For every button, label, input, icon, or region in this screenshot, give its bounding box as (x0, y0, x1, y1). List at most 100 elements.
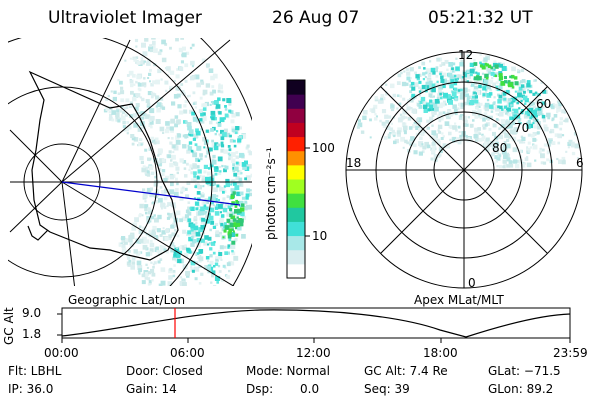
emission-pixel (396, 130, 401, 135)
emission-pixel (449, 83, 454, 89)
emission-pixel (219, 220, 224, 225)
emission-pixel (210, 116, 213, 119)
emission-pixel (202, 107, 207, 111)
emission-pixel (174, 115, 179, 119)
emission-pixel (460, 105, 465, 109)
emission-pixel (193, 171, 197, 175)
emission-pixel (571, 141, 575, 146)
emission-pixel (138, 225, 142, 228)
emission-pixel (526, 83, 531, 88)
emission-pixel (511, 111, 517, 117)
emission-pixel (433, 67, 438, 73)
emission-pixel (517, 92, 522, 98)
emission-pixel (157, 229, 161, 233)
emission-pixel (405, 82, 409, 86)
emission-pixel (551, 119, 554, 122)
emission-pixel (222, 190, 225, 194)
emission-pixel (474, 127, 478, 132)
emission-pixel (173, 29, 177, 33)
emission-pixel (205, 206, 209, 211)
emission-pixel (241, 134, 247, 139)
emission-pixel (217, 89, 221, 93)
emission-pixel (201, 297, 204, 300)
emission-pixel (215, 121, 219, 125)
emission-pixel (504, 110, 510, 115)
emission-pixel (230, 232, 236, 237)
emission-pixel (517, 95, 523, 100)
emission-pixel (466, 80, 469, 83)
emission-pixel (482, 86, 487, 91)
emission-pixel (107, 94, 110, 98)
emission-pixel (540, 161, 544, 165)
emission-pixel (494, 155, 499, 160)
emission-pixel (178, 66, 184, 71)
emission-pixel (198, 264, 202, 268)
emission-pixel (396, 94, 400, 97)
emission-pixel (218, 111, 222, 115)
emission-pixel (418, 73, 422, 77)
emission-pixel (220, 214, 225, 218)
emission-pixel (129, 234, 135, 239)
lat-label-80: 80 (492, 141, 508, 155)
emission-pixel (478, 84, 482, 89)
emission-pixel (144, 207, 149, 212)
emission-pixel (407, 117, 412, 121)
emission-pixel (409, 84, 413, 88)
emission-pixel (211, 181, 216, 186)
emission-pixel (198, 227, 204, 232)
emission-pixel (499, 109, 502, 112)
emission-pixel (438, 103, 443, 109)
emission-pixel (449, 113, 453, 117)
emission-pixel (416, 77, 420, 81)
emission-pixel (217, 171, 222, 176)
colorbar-cell (287, 80, 305, 95)
emission-pixel (150, 49, 154, 53)
emission-pixel (512, 108, 515, 111)
emission-pixel (235, 112, 240, 117)
emission-pixel (202, 89, 208, 95)
emission-pixel (475, 137, 479, 142)
emission-pixel (129, 79, 134, 84)
emission-pixel (379, 119, 382, 123)
emission-pixel (160, 280, 166, 286)
emission-pixel (146, 266, 149, 269)
emission-pixel (479, 114, 485, 120)
emission-pixel (440, 75, 444, 79)
emission-pixel (510, 74, 515, 79)
emission-pixel (203, 206, 207, 210)
emission-pixel (406, 106, 411, 111)
emission-pixel (170, 182, 174, 187)
emission-pixel (171, 101, 176, 106)
emission-pixel (145, 252, 150, 257)
emission-pixel (150, 125, 153, 129)
emission-pixel (189, 164, 194, 169)
emission-pixel (426, 119, 430, 123)
emission-pixel (210, 294, 214, 298)
emission-pixel (453, 87, 458, 91)
emission-pixel (524, 111, 529, 115)
emission-pixel (109, 113, 113, 118)
emission-pixel (218, 252, 223, 256)
emission-pixel (356, 125, 360, 129)
emission-pixel (119, 108, 123, 113)
emission-pixel (511, 66, 516, 72)
emission-pixel (534, 159, 537, 162)
emission-pixel (217, 123, 222, 127)
emission-pixel (454, 78, 457, 81)
emission-pixel (173, 79, 176, 82)
emission-pixel (429, 116, 434, 121)
emission-pixel (413, 143, 417, 148)
emission-pixel (149, 108, 155, 114)
emission-pixel (144, 171, 148, 175)
emission-pixel (197, 169, 202, 174)
emission-pixel (203, 223, 206, 226)
emission-pixel (160, 267, 166, 272)
emission-pixel (224, 108, 228, 111)
emission-pixel (519, 150, 522, 153)
emission-pixel (147, 157, 151, 161)
emission-pixel (573, 132, 578, 136)
emission-pixel (479, 102, 483, 106)
emission-pixel (110, 90, 113, 93)
emission-pixel (154, 235, 158, 239)
emission-pixel (230, 181, 234, 185)
